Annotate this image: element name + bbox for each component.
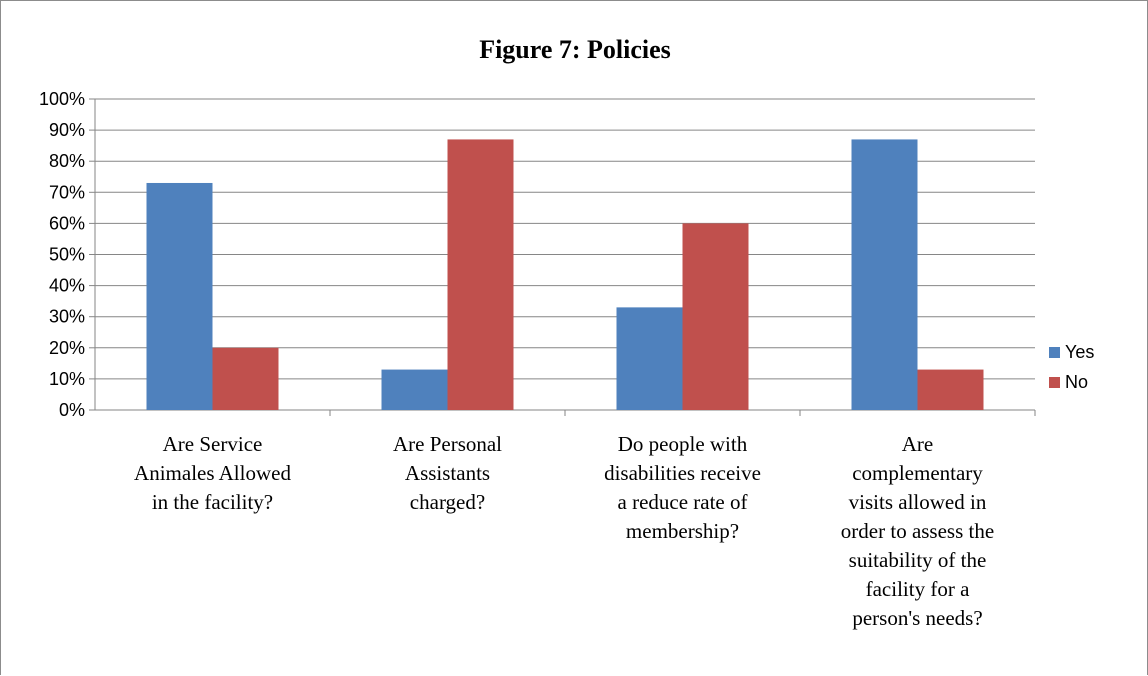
category-label: Are complementary visits allowed in order t… — [841, 432, 994, 630]
y-tick-label: 60% — [49, 213, 85, 233]
legend-label-no: No — [1065, 372, 1088, 392]
bar-no-2 — [447, 139, 514, 410]
y-tick-label: 10% — [49, 369, 85, 389]
bar-yes-4 — [851, 139, 918, 410]
category-label: Are Personal Assistants charged? — [393, 432, 502, 514]
bar-no-4 — [917, 369, 984, 410]
category-label: Do people with disabilities receive a redu… — [604, 432, 761, 543]
bar-yes-1 — [146, 182, 213, 410]
legend-label-yes: Yes — [1065, 342, 1094, 362]
category-label: Are Service Animales Allowed in the facili… — [134, 432, 291, 514]
legend-swatch-no — [1049, 377, 1060, 388]
y-tick-label: 80% — [49, 151, 85, 171]
y-tick-label: 50% — [49, 245, 85, 265]
bar-no-1 — [212, 347, 279, 410]
legend: Yes No — [1049, 342, 1094, 392]
y-tick-label: 90% — [49, 120, 85, 140]
legend-swatch-yes — [1049, 347, 1060, 358]
bar-yes-3 — [616, 307, 683, 410]
category-labels: Are Service Animales Allowed in the facili… — [134, 432, 994, 630]
bars — [146, 139, 984, 410]
y-tick-label: 30% — [49, 307, 85, 327]
y-tick-label: 0% — [59, 400, 85, 420]
y-tick-label: 20% — [49, 338, 85, 358]
chart-title: Figure 7: Policies — [479, 35, 671, 64]
bar-no-3 — [682, 223, 749, 410]
y-tick-label: 40% — [49, 276, 85, 296]
y-tick-label: 100% — [39, 89, 85, 109]
bar-yes-2 — [381, 369, 448, 410]
y-tick-label: 70% — [49, 182, 85, 202]
y-axis-ticks: 0% 10% 20% 30% 40% 50% 60% 70% 80% 90% 100% — [39, 89, 85, 420]
